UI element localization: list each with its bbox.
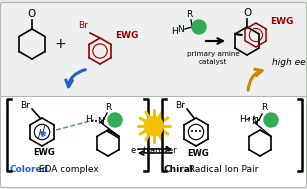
FancyBboxPatch shape: [1, 2, 306, 98]
Text: /: /: [38, 129, 42, 139]
Text: EDA complex: EDA complex: [36, 165, 99, 174]
Text: R: R: [261, 103, 267, 112]
Text: primary amine
catalyst: primary amine catalyst: [187, 51, 239, 65]
Circle shape: [108, 113, 122, 127]
Text: Br: Br: [20, 101, 30, 111]
Text: R: R: [105, 103, 111, 112]
Circle shape: [264, 113, 278, 127]
Text: Radical Ion Pair: Radical Ion Pair: [186, 165, 258, 174]
Circle shape: [145, 116, 164, 136]
Text: ••: ••: [90, 119, 98, 125]
Text: EWG: EWG: [187, 149, 209, 158]
Text: e⁻ transfer: e⁻ transfer: [131, 146, 177, 155]
Text: +: +: [54, 37, 66, 51]
Text: H: H: [85, 115, 91, 123]
Text: EWG: EWG: [33, 148, 55, 157]
FancyBboxPatch shape: [1, 97, 306, 187]
Text: N: N: [178, 25, 185, 33]
Circle shape: [192, 20, 206, 34]
Text: high ee: high ee: [272, 58, 306, 67]
Text: EWG: EWG: [270, 16, 293, 26]
Text: •••: •••: [190, 129, 202, 135]
Text: Colored: Colored: [9, 165, 48, 174]
Text: EWG: EWG: [115, 30, 138, 40]
Text: Br: Br: [78, 21, 88, 30]
Text: Chiral: Chiral: [164, 165, 194, 174]
Text: R: R: [186, 10, 192, 19]
Text: O: O: [243, 8, 251, 18]
Text: N: N: [97, 118, 104, 126]
Text: H: H: [171, 28, 177, 36]
Text: H: H: [239, 115, 245, 123]
Text: Br: Br: [175, 101, 185, 111]
Text: N: N: [251, 118, 258, 126]
Text: O: O: [28, 9, 36, 19]
Text: /: /: [42, 125, 46, 135]
